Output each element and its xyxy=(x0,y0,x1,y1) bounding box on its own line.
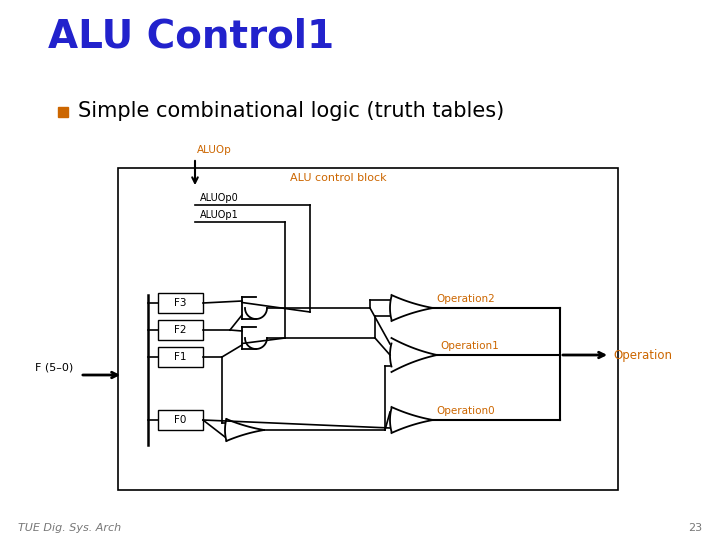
Bar xyxy=(158,320,203,340)
Bar xyxy=(58,107,68,117)
Text: Operation: Operation xyxy=(613,348,672,361)
Text: F3: F3 xyxy=(174,298,186,308)
Text: Operation0: Operation0 xyxy=(436,406,495,416)
Text: TUE Dig. Sys. Arch: TUE Dig. Sys. Arch xyxy=(18,523,121,533)
Text: Operation1: Operation1 xyxy=(440,341,499,351)
Text: F1: F1 xyxy=(174,352,186,362)
Text: Simple combinational logic (truth tables): Simple combinational logic (truth tables… xyxy=(78,101,504,121)
Text: ALUOp: ALUOp xyxy=(197,145,232,155)
Bar xyxy=(158,293,203,313)
Text: F2: F2 xyxy=(174,325,186,335)
Bar xyxy=(158,410,203,430)
Text: F0: F0 xyxy=(174,415,186,425)
Text: ALUOp1: ALUOp1 xyxy=(200,210,239,220)
Bar xyxy=(118,168,618,490)
Text: ALUOp0: ALUOp0 xyxy=(200,193,239,203)
Text: Operation2: Operation2 xyxy=(436,294,495,304)
Text: ALU control block: ALU control block xyxy=(290,173,387,183)
Text: ALU Control1: ALU Control1 xyxy=(48,18,334,56)
Text: F (5–0): F (5–0) xyxy=(35,363,73,373)
Bar xyxy=(158,347,203,367)
Text: 23: 23 xyxy=(688,523,702,533)
